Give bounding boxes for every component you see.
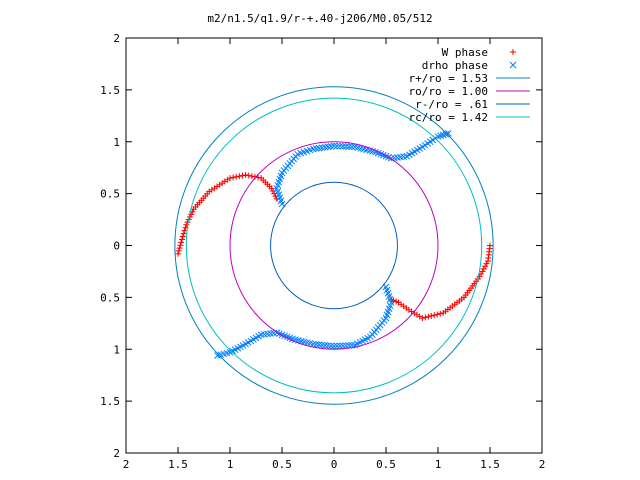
drho-phase-point bbox=[277, 197, 285, 205]
drho-phase-point bbox=[336, 342, 344, 350]
series-layer bbox=[175, 130, 493, 359]
y-tick-label: 1.5 bbox=[100, 395, 120, 408]
drho-phase-point bbox=[385, 292, 393, 300]
drho-phase-point bbox=[278, 200, 286, 208]
circle-layer bbox=[174, 86, 494, 405]
y-tick-label: 2 bbox=[113, 447, 120, 460]
drho-phase-point bbox=[278, 331, 286, 339]
x-tick-label: 1 bbox=[435, 458, 442, 471]
drho-phase-point bbox=[312, 341, 320, 348]
drho-phase-point bbox=[339, 342, 347, 350]
x-tick-label: 1 bbox=[227, 458, 234, 471]
drho-phase-point bbox=[348, 341, 356, 349]
drho-phase-point bbox=[509, 61, 517, 69]
radius-circle bbox=[174, 86, 494, 405]
drho-phase-point bbox=[286, 334, 294, 342]
drho-phase-point bbox=[342, 342, 350, 349]
y-tick-label: 1.5 bbox=[100, 84, 120, 97]
tick-layer: 2 1.5 1 0.5 0 0.5 1 1.5 221.510.500.511.52 bbox=[100, 32, 545, 471]
drho-phase-point bbox=[281, 332, 288, 340]
drho-phase-point bbox=[214, 352, 221, 359]
drho-phase-point bbox=[339, 142, 347, 150]
drho-phase-point bbox=[306, 339, 314, 347]
drho-phase-point bbox=[345, 143, 353, 150]
drho-phase-point bbox=[383, 286, 391, 294]
drho-phase-point bbox=[321, 341, 329, 349]
x-tick-label: 2 bbox=[539, 458, 546, 471]
drho-phase-point bbox=[386, 296, 394, 303]
y-tick-label: 1 bbox=[113, 343, 120, 356]
legend-label: W phase bbox=[442, 46, 488, 59]
legend-label: r-/ro = .61 bbox=[415, 98, 488, 111]
legend-label: rc/ro = 1.42 bbox=[409, 111, 488, 124]
drho-phase-point bbox=[382, 283, 390, 291]
drho-phase-point bbox=[384, 289, 392, 297]
radius-circle bbox=[270, 181, 398, 310]
y-tick-label: 0 bbox=[113, 240, 120, 253]
drho-phase-point bbox=[369, 148, 376, 155]
drho-phase-point bbox=[330, 342, 338, 350]
chart-title: m2/n1.5/q1.9/r-+.40-j206/M0.05/512 bbox=[207, 12, 432, 25]
drho-phase-point bbox=[292, 336, 299, 343]
drho-phase-point bbox=[372, 148, 379, 156]
drho-phase-point bbox=[309, 340, 317, 348]
drho-phase-point bbox=[275, 191, 283, 199]
drho-phase-point bbox=[351, 143, 359, 151]
x-tick-label: 2 bbox=[123, 458, 130, 471]
legend-label: drho phase bbox=[422, 59, 488, 72]
drho-phase-point bbox=[357, 145, 365, 152]
drho-phase-point bbox=[327, 342, 335, 350]
y-tick-label: 0.5 bbox=[100, 188, 120, 201]
x-tick-label: 0.5 bbox=[272, 458, 292, 471]
drho-phase-point bbox=[382, 152, 390, 160]
drho-phase-point bbox=[336, 142, 344, 150]
drho-phase-point bbox=[276, 194, 284, 202]
drho-phase-point bbox=[324, 342, 332, 349]
drho-phase-point bbox=[315, 341, 323, 349]
radius-circle bbox=[229, 141, 439, 350]
legend-label: ro/ro = 1.00 bbox=[409, 85, 488, 98]
drho-phase-point bbox=[289, 335, 296, 343]
legend-label: r+/ro = 1.53 bbox=[409, 72, 488, 85]
drho-phase-point bbox=[342, 143, 350, 150]
x-tick-label: 1.5 bbox=[480, 458, 500, 471]
drho-phase-point bbox=[303, 339, 311, 346]
drho-phase-point bbox=[377, 150, 385, 158]
drho-phase-point bbox=[348, 143, 356, 151]
drho-phase-point bbox=[445, 130, 452, 137]
drho-phase-point bbox=[274, 188, 282, 195]
radius-circle bbox=[185, 97, 483, 394]
x-tick-label: 0.5 bbox=[376, 458, 396, 471]
drho-phase-point bbox=[333, 142, 341, 150]
drho-phase-point bbox=[374, 149, 382, 157]
x-tick-label: 0 bbox=[331, 458, 338, 471]
drho-phase-point bbox=[333, 342, 341, 350]
drho-phase-point bbox=[380, 151, 387, 159]
x-tick-label: 1.5 bbox=[168, 458, 188, 471]
drho-phase-point bbox=[345, 342, 353, 349]
drho-phase-point bbox=[283, 333, 291, 341]
y-tick-label: 2 bbox=[113, 32, 120, 45]
drho-phase-point bbox=[330, 142, 338, 150]
drho-phase-point bbox=[318, 341, 326, 349]
y-tick-label: 0.5 bbox=[100, 291, 120, 304]
drho-phase-point bbox=[354, 144, 362, 152]
y-tick-label: 1 bbox=[113, 136, 120, 149]
